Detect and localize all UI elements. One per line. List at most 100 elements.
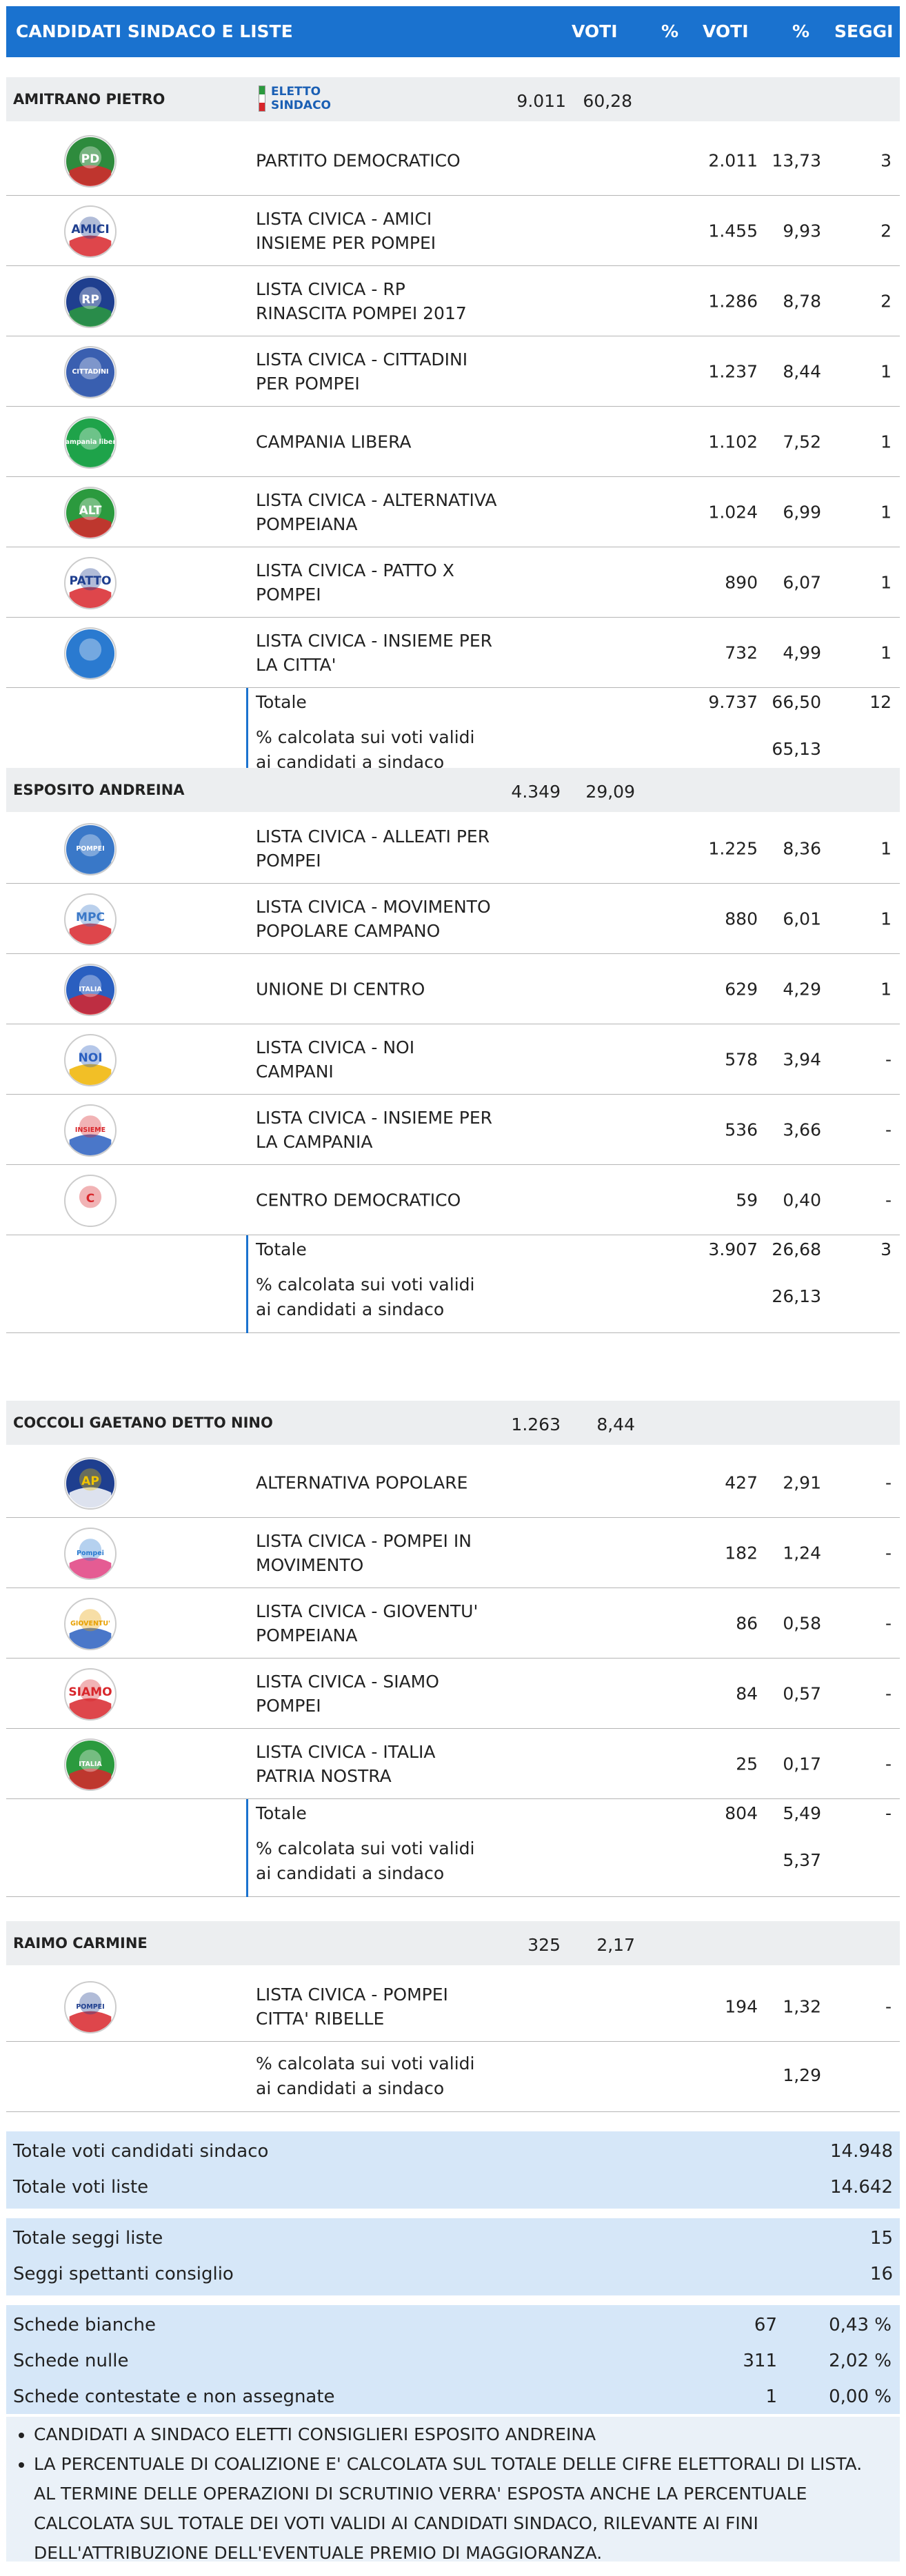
list-seats: -: [885, 1190, 892, 1210]
list-pct: 8,44: [783, 361, 821, 381]
total-label: Totale: [256, 1239, 307, 1259]
list-row: Campania libera CAMPANIA LIBERA 1.102 7,52 1: [6, 407, 900, 477]
svg-text:POMPEI: POMPEI: [76, 845, 104, 853]
list-seats: -: [885, 1119, 892, 1139]
list-pct: 4,29: [783, 979, 821, 999]
list-seats: 2: [880, 221, 892, 241]
calc-pct: 5,37: [783, 1850, 821, 1870]
svg-text:INSIEME: INSIEME: [75, 1126, 105, 1134]
svg-text:ITALIA: ITALIA: [79, 986, 102, 993]
insieme-per-la-campania-logo: INSIEME: [64, 1104, 117, 1157]
candidate-name: RAIMO CARMINE: [13, 1935, 148, 1951]
svg-text:SIAMO: SIAMO: [68, 1685, 112, 1699]
list-name: LISTA CIVICA - GIOVENTU' POMPEIANA: [256, 1601, 479, 1645]
list-pct: 1,32: [783, 1996, 821, 2016]
svg-text:ALT: ALT: [79, 504, 102, 518]
list-row: Pompei LISTA CIVICA - POMPEI IN MOVIMENTO…: [6, 1518, 900, 1588]
calc-row: % calcolata sui voti validi ai candidati…: [6, 718, 900, 786]
list-seats: -: [885, 1543, 892, 1563]
svg-text:Campania libera: Campania libera: [66, 438, 115, 446]
list-name: CENTRO DEMOCRATICO: [256, 1190, 461, 1210]
candidate-votes: 325: [527, 1935, 561, 1955]
total-seats: 12: [869, 692, 892, 712]
candidate-pct: 2,17: [596, 1935, 635, 1955]
elected-mayor-badge: ELETTO SINDACO: [256, 83, 352, 114]
total-pct: 26,68: [772, 1239, 821, 1259]
list-row: INSIEME LISTA CIVICA - INSIEME PER LA CAM…: [6, 1095, 900, 1165]
list-name: LISTA CIVICA - RP RINASCITA POMPEI 2017: [256, 278, 467, 323]
svg-text:ITALIA: ITALIA: [79, 1761, 102, 1768]
list-name: PARTITO DEMOCRATICO: [256, 150, 461, 170]
list-row: ITALIA LISTA CIVICA - ITALIA PATRIA NOSTR…: [6, 1729, 900, 1799]
campania-libera-logo: Campania libera: [64, 416, 117, 469]
list-pct: 0,17: [783, 1754, 821, 1774]
list-seats: -: [885, 1996, 892, 2016]
summary-label: Schede contestate e non assegnate: [13, 2386, 335, 2407]
list-pct: 4,99: [783, 642, 821, 662]
pompei-in-movimento-logo: Pompei: [64, 1528, 117, 1580]
list-row: MPC LISTA CIVICA - MOVIMENTO POPOLARE CAM…: [6, 884, 900, 954]
total-row: Totale 9.737 66,50 12: [6, 688, 900, 718]
alternativa-popolare-logo: AP: [64, 1457, 117, 1510]
list-seats: 1: [880, 432, 892, 452]
summary-value: 67: [754, 2315, 777, 2335]
summary-label: Seggi spettanti consiglio: [13, 2264, 234, 2284]
list-name: LISTA CIVICA - CITTADINI PER POMPEI: [256, 349, 468, 394]
candidate-votes: 4.349: [511, 782, 561, 802]
candidate-pct: 60,28: [583, 91, 632, 111]
header-seats: SEGGI: [834, 21, 894, 41]
total-accent-bar: [246, 688, 248, 786]
list-seats: -: [885, 1754, 892, 1774]
svg-text:MPC: MPC: [76, 911, 105, 924]
candidate-name: ESPOSITO ANDREINA: [13, 782, 185, 798]
list-votes: 732: [725, 642, 758, 662]
pd-logo: PD: [64, 135, 117, 187]
summary-pct: 2,02 %: [829, 2351, 892, 2371]
list-seats: -: [885, 1472, 892, 1492]
total-pct: 5,49: [783, 1803, 821, 1823]
siamo-pompei-logo: SIAMO: [64, 1668, 117, 1721]
total-votes: 3.907: [708, 1239, 758, 1259]
notes-list: CANDIDATI A SINDACO ELETTI CONSIGLIERI E…: [34, 2420, 883, 2568]
list-name: LISTA CIVICA - POMPEI IN MOVIMENTO: [256, 1530, 472, 1575]
list-row: NOI LISTA CIVICA - NOI CAMPANI 578 3,94 -: [6, 1024, 900, 1095]
list-name: LISTA CIVICA - NOI CAMPANI: [256, 1037, 415, 1082]
list-name: LISTA CIVICA - ALLEATI PER POMPEI: [256, 826, 490, 871]
list-pct: 8,78: [783, 291, 821, 311]
summary-label: Schede nulle: [13, 2351, 129, 2371]
list-pct: 2,91: [783, 1472, 821, 1492]
notes-box: CANDIDATI A SINDACO ELETTI CONSIGLIERI E…: [6, 2417, 900, 2563]
list-seats: 1: [880, 838, 892, 858]
list-pct: 7,52: [783, 432, 821, 452]
list-name: LISTA CIVICA - MOVIMENTO POPOLARE CAMPAN…: [256, 896, 491, 941]
italia-patria-nostra-logo: ITALIA: [64, 1738, 117, 1791]
total-label: Totale: [256, 692, 307, 712]
list-name: LISTA CIVICA - POMPEI CITTA' RIBELLE: [256, 1984, 448, 2029]
candidate-header: ESPOSITO ANDREINA 4.349 29,09: [6, 768, 900, 812]
alternativa-pompeiana-logo: ALT: [64, 487, 117, 539]
summary-value: 14.642: [830, 2177, 893, 2198]
list-row: PD PARTITO DEMOCRATICO 2.011 13,73 3: [6, 125, 900, 196]
list-votes: 536: [725, 1119, 758, 1139]
summary-label: Totale voti candidati sindaco: [13, 2141, 269, 2162]
list-row: C CENTRO DEMOCRATICO 59 0,40 -: [6, 1165, 900, 1235]
list-votes: 59: [736, 1190, 758, 1210]
gioventu-pompeiana-logo: GIOVENTU': [64, 1598, 117, 1650]
list-seats: 2: [880, 291, 892, 311]
total-accent-bar: [246, 1235, 248, 1333]
svg-text:AP: AP: [81, 1474, 99, 1488]
note-item: CANDIDATI A SINDACO ELETTI CONSIGLIERI E…: [34, 2420, 883, 2449]
calc-label: % calcolata sui voti validi ai candidati…: [256, 2053, 475, 2098]
list-row: SIAMO LISTA CIVICA - SIAMO POMPEI 84 0,57 -: [6, 1659, 900, 1729]
candidate-header: RAIMO CARMINE 325 2,17: [6, 1921, 900, 1965]
list-votes: 194: [725, 1996, 758, 2016]
svg-text:C: C: [86, 1192, 95, 1206]
candidate-header: AMITRANO PIETRO 9.011 60,28 ELETTO SINDACO: [6, 77, 900, 121]
list-votes: 84: [736, 1683, 758, 1703]
list-votes: 1.286: [708, 291, 758, 311]
list-votes: 25: [736, 1754, 758, 1774]
summary2: Totale seggi liste 15 Seggi spettanti cons…: [6, 2218, 900, 2295]
list-name: LISTA CIVICA - ITALIA PATRIA NOSTRA: [256, 1741, 436, 1786]
svg-text:RP: RP: [81, 293, 99, 307]
list-name: UNIONE DI CENTRO: [256, 979, 425, 999]
